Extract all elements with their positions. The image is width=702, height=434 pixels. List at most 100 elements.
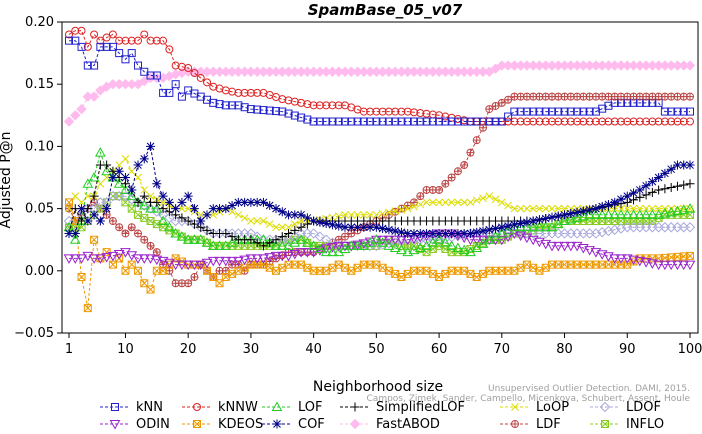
legend-label: LDOF	[626, 400, 661, 415]
data-point	[271, 235, 281, 245]
data-point	[290, 220, 299, 229]
data-point	[391, 117, 400, 126]
data-point	[183, 191, 193, 201]
data-point	[584, 246, 595, 256]
data-point	[553, 211, 563, 221]
data-point	[365, 222, 375, 232]
data-point	[295, 248, 307, 258]
data-point	[65, 30, 73, 39]
data-point	[597, 202, 607, 212]
data-point-cross	[485, 105, 493, 113]
x-tick-label: 70	[494, 342, 511, 357]
legend: kNN kNNW LOF SimplifiedLOF LoOP LDOF ODIN KDEOS…	[100, 400, 664, 432]
data-point	[328, 101, 337, 110]
data-point	[189, 260, 200, 271]
data-point	[528, 216, 538, 226]
legend-entry-INFLO: INFLO	[590, 417, 664, 432]
data-point	[596, 227, 608, 238]
data-point	[591, 107, 600, 116]
data-point	[83, 42, 92, 51]
data-point	[667, 107, 676, 116]
data-point	[196, 73, 205, 82]
data-point	[515, 221, 526, 232]
data-point	[548, 107, 556, 116]
data-point	[529, 107, 538, 116]
data-point	[560, 107, 569, 116]
data-point	[107, 251, 119, 262]
data-point	[366, 117, 375, 126]
data-point	[71, 26, 80, 35]
data-point	[88, 171, 100, 182]
data-point	[138, 254, 150, 264]
data-point	[314, 231, 326, 242]
data-point-cross	[134, 229, 142, 237]
data-point	[265, 220, 274, 229]
data-point	[146, 71, 155, 80]
data-point	[540, 221, 552, 232]
data-point	[666, 164, 676, 174]
data-point	[177, 213, 187, 223]
data-point	[102, 33, 111, 42]
data-point	[603, 252, 614, 262]
data-point	[434, 228, 444, 238]
data-point	[372, 210, 381, 219]
data-point	[228, 207, 236, 216]
data-point	[341, 117, 349, 126]
data-point	[195, 260, 207, 271]
data-point	[684, 222, 696, 233]
data-point	[296, 210, 306, 220]
data-point	[503, 221, 513, 231]
data-point	[472, 117, 481, 126]
data-point	[629, 117, 638, 126]
data-point	[527, 221, 539, 232]
data-point	[89, 210, 99, 220]
data-point	[422, 198, 431, 207]
y-axis-label: Adjusted P@n	[0, 131, 14, 228]
legend-label: COF	[298, 417, 325, 432]
data-point	[278, 107, 287, 116]
data-point	[90, 30, 99, 39]
data-point	[258, 241, 268, 251]
legend-entry-kNN: kNN	[100, 400, 163, 415]
data-point	[672, 260, 683, 271]
data-point	[497, 222, 507, 232]
y-tick-label: −0.05	[14, 326, 54, 341]
legend-label: LDF	[536, 417, 561, 432]
data-point	[433, 234, 445, 245]
data-point	[515, 231, 526, 242]
data-point	[672, 205, 683, 216]
data-point	[678, 260, 690, 271]
data-point	[397, 107, 406, 116]
series-FastABOD	[63, 60, 696, 127]
data-point	[366, 107, 375, 116]
data-point-cross	[416, 192, 424, 200]
data-point	[322, 117, 331, 126]
series-SimplifiedLOF	[64, 160, 695, 251]
data-point	[629, 188, 639, 198]
data-point	[196, 216, 206, 226]
data-point	[628, 255, 639, 266]
data-point	[541, 214, 551, 224]
data-point	[389, 236, 401, 248]
data-point	[410, 202, 418, 211]
data-point	[599, 401, 611, 413]
data-point	[96, 42, 105, 51]
data-point	[283, 251, 294, 262]
data-point	[504, 112, 513, 121]
legend-label: FastABOD	[376, 417, 440, 432]
data-point	[440, 228, 450, 238]
plot-area	[63, 26, 696, 313]
data-point	[552, 241, 564, 252]
data-point	[584, 209, 595, 219]
citation-line-2: Campos, Zimek, Sander, Campello, Micenko…	[367, 394, 691, 404]
data-point	[371, 234, 382, 244]
data-point	[535, 107, 544, 116]
legend-label: kNNW	[218, 400, 258, 415]
data-point	[548, 117, 556, 126]
data-point	[535, 117, 544, 126]
data-point	[504, 117, 513, 126]
data-point	[334, 117, 343, 126]
data-point	[76, 254, 87, 264]
data-point	[308, 228, 319, 239]
data-point	[120, 190, 131, 202]
